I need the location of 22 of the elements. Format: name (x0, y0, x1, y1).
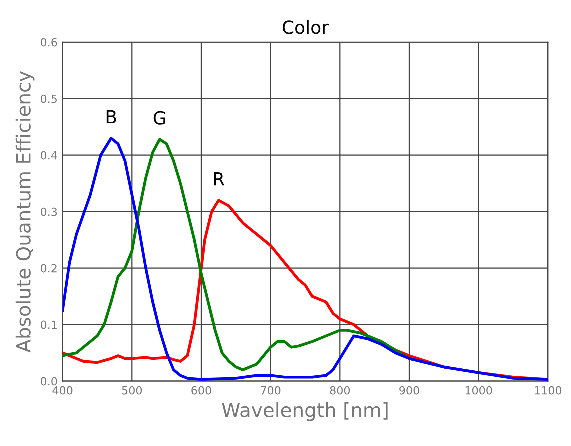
x-tick-label: 800 (330, 386, 350, 395)
y-tick-label: 0.6 (41, 38, 58, 47)
x-tick-label: 1100 (535, 386, 562, 395)
y-tick-label: 0.3 (41, 208, 58, 216)
y-tick-label: 0.5 (41, 94, 57, 104)
line-series (62, 138, 446, 372)
y-tick-label: 0.1 (41, 320, 57, 330)
y-tick-label: 0.2 (41, 264, 57, 273)
x-tick-label: 1000 (466, 386, 492, 395)
y-axis-title: Absolute Quantum Efficiency (16, 71, 35, 353)
chart-title: Color (282, 20, 330, 34)
series-label: G (154, 111, 166, 125)
x-tick-label: 600 (192, 386, 212, 395)
y-tick-label: 0.4 (41, 151, 58, 160)
x-axis-title: Wavelength [nm] (222, 402, 388, 422)
y-tick-label: 0.0 (41, 377, 58, 386)
x-tick-label: 500 (122, 386, 142, 395)
series-label: R (214, 172, 225, 186)
series-label: B (106, 110, 116, 124)
x-tick-label: 900 (400, 386, 420, 395)
x-tick-label: 400 (52, 386, 73, 395)
x-tick-label: 700 (261, 386, 281, 395)
